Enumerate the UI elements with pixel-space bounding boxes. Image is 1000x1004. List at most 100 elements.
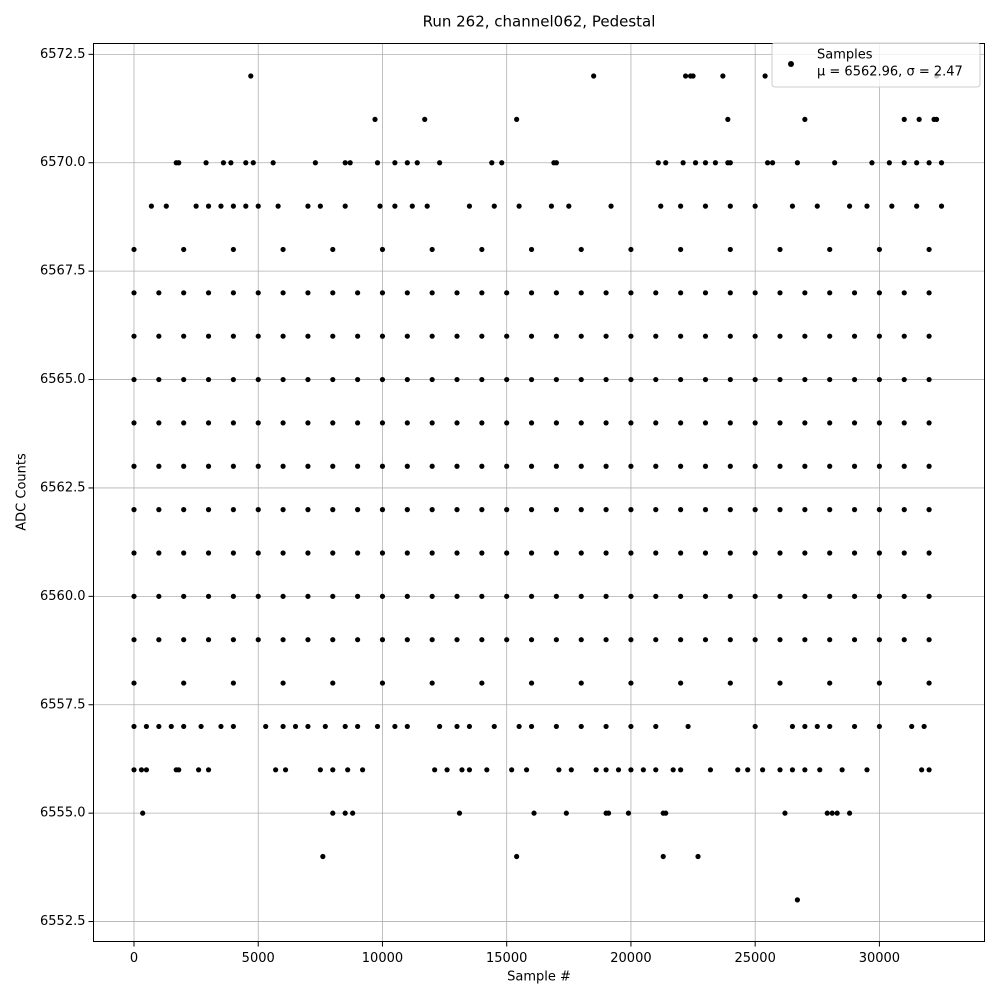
data-point xyxy=(876,637,882,643)
data-point xyxy=(131,376,137,383)
data-point xyxy=(578,550,584,556)
data-point xyxy=(392,723,398,730)
data-point xyxy=(702,593,709,599)
data-point xyxy=(702,203,709,209)
data-point xyxy=(827,507,833,513)
data-point xyxy=(876,723,882,730)
data-point xyxy=(593,767,599,773)
data-point xyxy=(131,463,137,469)
data-point xyxy=(143,723,150,730)
data-point xyxy=(181,593,187,599)
data-point xyxy=(275,203,281,209)
data-point xyxy=(752,637,758,643)
chart-title: Run 262, channel062, Pedestal xyxy=(423,13,656,31)
data-point xyxy=(846,203,853,209)
data-point xyxy=(205,550,212,556)
data-point xyxy=(909,723,915,730)
data-point xyxy=(827,680,833,686)
data-point xyxy=(603,420,609,426)
data-point xyxy=(466,767,473,773)
data-point xyxy=(926,246,932,253)
data-point xyxy=(454,637,460,643)
data-point xyxy=(181,463,187,469)
data-point xyxy=(603,767,609,773)
data-point xyxy=(628,246,634,253)
data-point xyxy=(255,420,261,426)
data-point xyxy=(628,420,634,426)
data-point xyxy=(678,550,684,556)
data-point xyxy=(919,767,925,773)
data-point xyxy=(280,246,286,253)
data-point xyxy=(374,160,381,166)
data-point xyxy=(553,507,559,513)
data-point xyxy=(827,550,833,556)
data-point xyxy=(230,680,236,686)
data-point xyxy=(404,333,410,339)
data-point xyxy=(578,637,584,643)
data-point xyxy=(131,723,137,730)
data-point xyxy=(926,767,932,773)
data-point xyxy=(851,420,858,426)
data-point xyxy=(901,160,907,166)
data-point xyxy=(379,290,386,296)
data-point xyxy=(901,593,907,599)
data-point xyxy=(523,767,530,773)
data-point xyxy=(834,810,840,816)
data-point xyxy=(802,723,808,730)
data-point xyxy=(218,723,224,730)
data-point xyxy=(205,333,212,339)
data-point xyxy=(230,723,236,730)
data-point xyxy=(769,160,776,166)
data-point xyxy=(143,767,150,773)
data-point xyxy=(851,507,858,513)
data-point xyxy=(628,767,634,773)
data-point xyxy=(653,290,659,296)
data-point xyxy=(832,160,838,166)
data-point xyxy=(938,203,945,209)
data-point xyxy=(479,246,485,253)
data-point xyxy=(926,637,932,643)
data-point xyxy=(802,507,808,513)
legend-stats: μ = 6562.96, σ = 2.47 xyxy=(817,65,963,80)
data-point xyxy=(777,680,783,686)
data-point xyxy=(901,507,907,513)
data-point xyxy=(205,593,212,599)
data-point xyxy=(156,290,162,296)
data-point xyxy=(255,593,261,599)
data-point xyxy=(814,723,820,730)
data-point xyxy=(454,376,460,383)
data-point xyxy=(504,290,510,296)
data-point xyxy=(727,420,733,426)
data-point xyxy=(914,203,920,209)
data-point xyxy=(628,593,634,599)
data-point xyxy=(851,376,858,383)
data-point xyxy=(777,290,783,296)
data-point xyxy=(640,767,646,773)
data-point xyxy=(727,290,733,296)
data-point xyxy=(685,723,691,730)
data-point xyxy=(528,333,535,339)
data-point xyxy=(916,116,922,122)
data-point xyxy=(131,767,137,773)
data-point xyxy=(777,463,783,469)
data-point xyxy=(379,376,386,383)
data-point xyxy=(752,290,758,296)
data-point xyxy=(320,853,326,860)
data-point xyxy=(355,333,361,339)
data-point xyxy=(814,203,820,209)
x-tick-label: 0 xyxy=(130,951,138,966)
data-point xyxy=(528,507,535,513)
data-point xyxy=(702,420,709,426)
data-point xyxy=(531,810,537,816)
data-point xyxy=(330,810,336,816)
data-point xyxy=(355,420,361,426)
data-point xyxy=(140,810,146,816)
data-point xyxy=(330,246,336,253)
data-point xyxy=(220,160,227,166)
data-point xyxy=(827,333,833,339)
data-point xyxy=(205,376,212,383)
data-point xyxy=(752,463,758,469)
data-point xyxy=(727,376,733,383)
y-axis-label: ADC Counts xyxy=(15,453,30,531)
data-point xyxy=(355,593,361,599)
